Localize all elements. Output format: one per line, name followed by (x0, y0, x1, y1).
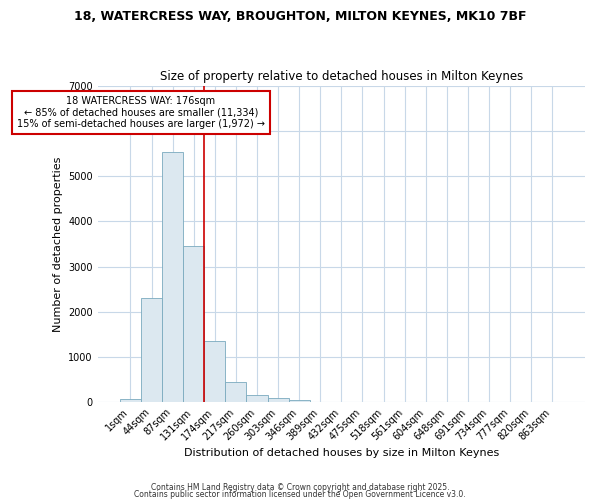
Bar (247, 394, 268, 402)
Text: 18, WATERCRESS WAY, BROUGHTON, MILTON KEYNES, MK10 7BF: 18, WATERCRESS WAY, BROUGHTON, MILTON KE… (74, 10, 526, 23)
Bar (141, 298, 162, 402)
Title: Size of property relative to detached houses in Milton Keynes: Size of property relative to detached ho… (160, 70, 523, 84)
Bar (204, 341, 226, 402)
Text: 18 WATERCRESS WAY: 176sqm
← 85% of detached houses are smaller (11,334)
15% of s: 18 WATERCRESS WAY: 176sqm ← 85% of detac… (17, 96, 265, 129)
Text: Contains HM Land Registry data © Crown copyright and database right 2025.: Contains HM Land Registry data © Crown c… (151, 484, 449, 492)
Bar (162, 152, 183, 402)
Bar (120, 398, 141, 402)
Bar (226, 382, 247, 402)
Bar (268, 398, 289, 402)
Text: Contains public sector information licensed under the Open Government Licence v3: Contains public sector information licen… (134, 490, 466, 499)
Bar (183, 246, 204, 402)
Bar (289, 400, 310, 402)
X-axis label: Distribution of detached houses by size in Milton Keynes: Distribution of detached houses by size … (184, 448, 499, 458)
Y-axis label: Number of detached properties: Number of detached properties (53, 156, 62, 332)
